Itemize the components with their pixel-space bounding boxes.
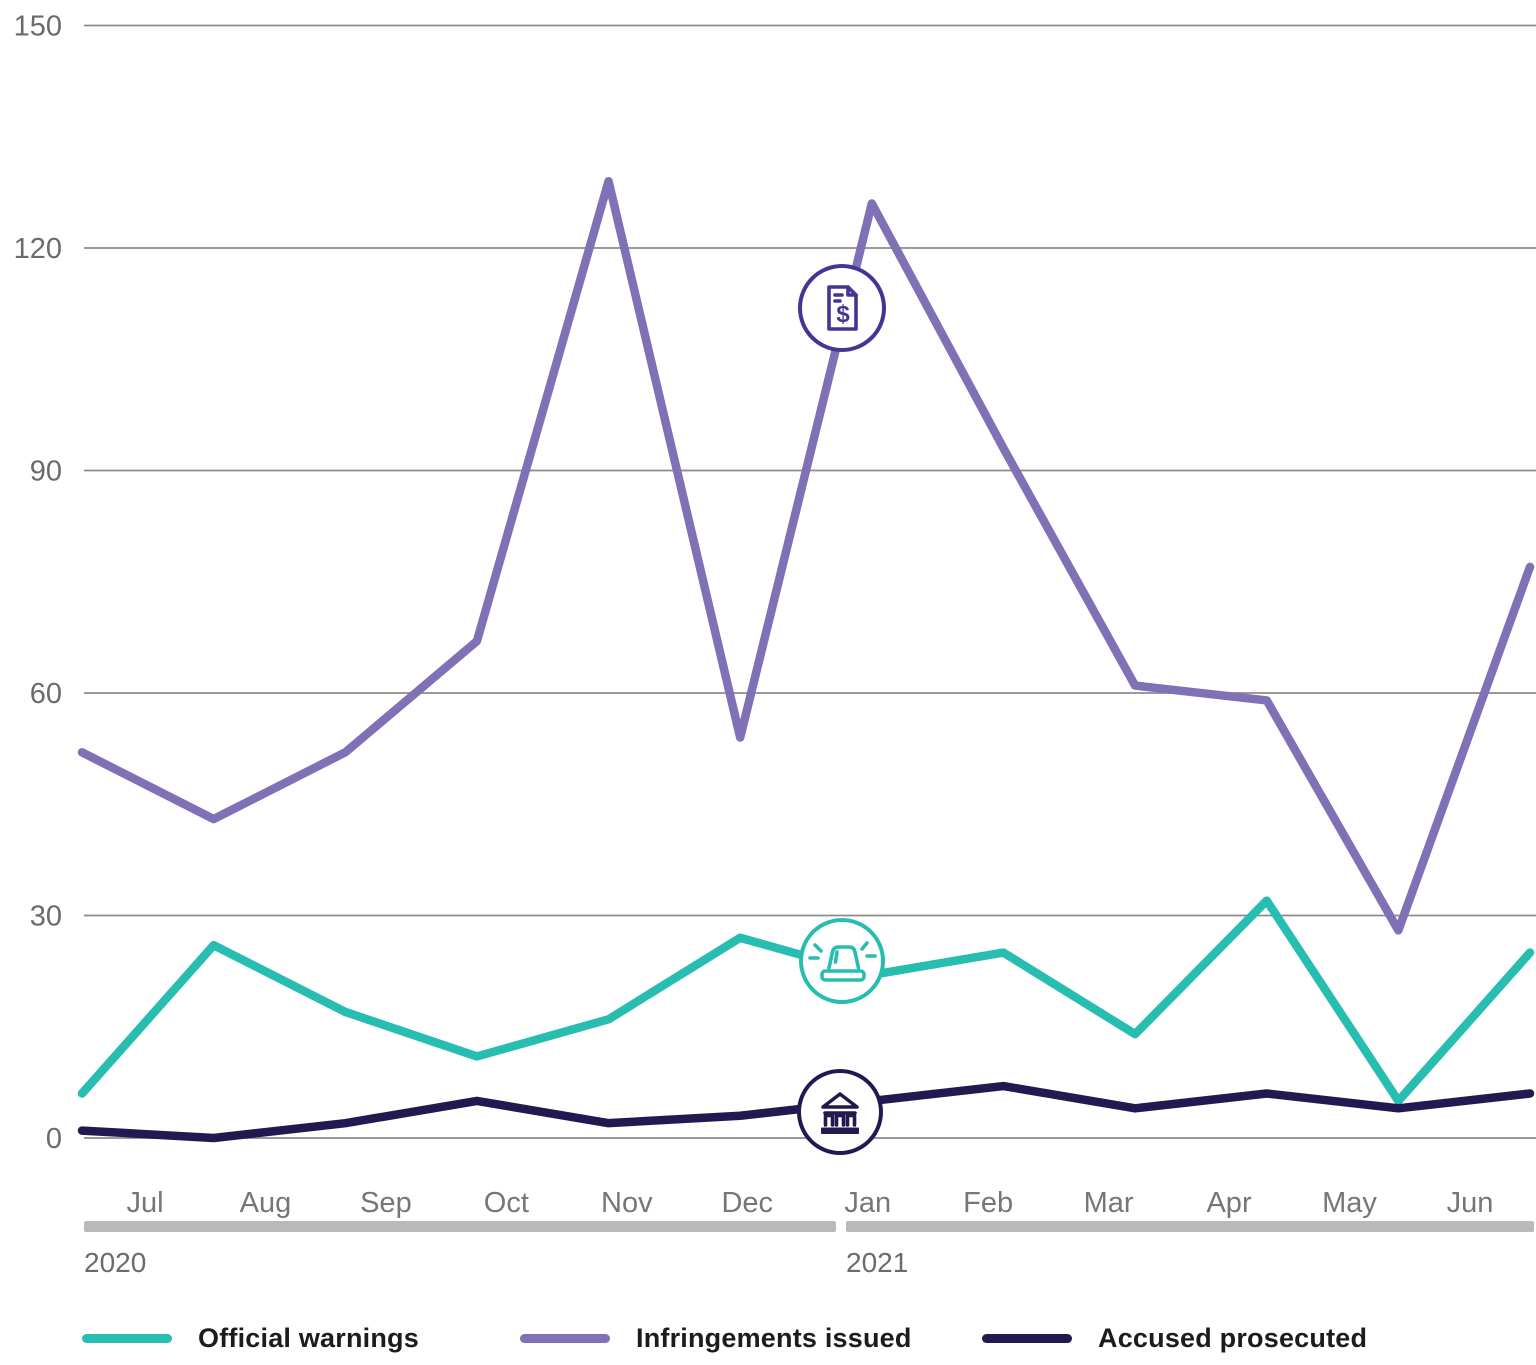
x-axis-label-feb: Feb — [963, 1187, 1013, 1219]
x-axis-label-aug: Aug — [240, 1187, 292, 1219]
x-axis-label-apr: Apr — [1206, 1187, 1251, 1219]
siren-icon-circle — [799, 918, 885, 1004]
legend-swatch-official-warnings — [82, 1333, 172, 1343]
legend-item-infringements-issued: Infringements issued — [520, 1322, 912, 1354]
legend-label-infringements-issued: Infringements issued — [636, 1322, 912, 1353]
chart-legend: Official warnings Infringements issued A… — [0, 1322, 1536, 1358]
bank-icon — [797, 1069, 883, 1155]
legend-label-official-warnings: Official warnings — [198, 1322, 419, 1353]
x-axis-label-mar: Mar — [1084, 1187, 1134, 1219]
siren-base — [820, 969, 866, 982]
x-axis-label-nov: Nov — [601, 1187, 653, 1219]
legend-item-official-warnings: Official warnings — [82, 1322, 419, 1354]
y-axis-tick-0: 0 — [46, 1123, 62, 1155]
dollar-glyph: $ — [836, 301, 850, 328]
x-axis-label-jan: Jan — [844, 1187, 891, 1219]
year-divider-bar-2020 — [84, 1221, 836, 1232]
x-axis-label-sep: Sep — [360, 1187, 412, 1219]
year-divider-bar-2021 — [846, 1221, 1534, 1232]
x-axis-label-jun: Jun — [1447, 1187, 1494, 1219]
siren-dome — [827, 945, 861, 970]
bank-base — [821, 1127, 859, 1134]
document-fold — [846, 285, 858, 297]
bank-column-2 — [834, 1113, 846, 1127]
bank-column-1 — [823, 1113, 835, 1127]
y-axis-tick-150: 150 — [14, 10, 62, 42]
y-axis-tick-90: 90 — [30, 455, 62, 487]
legend-item-accused-prosecuted: Accused prosecuted — [982, 1322, 1367, 1354]
y-axis-tick-60: 60 — [30, 678, 62, 710]
siren-rays — [808, 941, 877, 960]
siren-icon — [799, 918, 885, 1004]
y-axis-tick-30: 30 — [30, 900, 62, 932]
year-label-2021: 2021 — [846, 1247, 908, 1278]
series-line-infringements-issued — [77, 176, 1535, 935]
bank-pediment — [821, 1092, 859, 1109]
x-axis-label-oct: Oct — [484, 1187, 529, 1219]
document-text-lines — [833, 293, 844, 303]
x-axis-label-jul: Jul — [126, 1187, 163, 1219]
legend-swatch-accused-prosecuted — [982, 1333, 1072, 1343]
invoice-dollar-icon: $ — [798, 264, 886, 352]
x-axis-label-may: May — [1322, 1187, 1377, 1219]
siren-highlight — [833, 950, 839, 964]
year-label-2020: 2020 — [84, 1247, 146, 1278]
legend-label-accused-prosecuted: Accused prosecuted — [1098, 1322, 1368, 1353]
legend-swatch-infringements-issued — [520, 1333, 610, 1343]
invoice-dollar-icon-circle — [798, 264, 886, 352]
series-line-official-warnings — [77, 896, 1535, 1106]
bank-column-3 — [845, 1113, 857, 1127]
x-axis-label-dec: Dec — [721, 1187, 773, 1219]
y-axis-tick-120: 120 — [14, 233, 62, 265]
